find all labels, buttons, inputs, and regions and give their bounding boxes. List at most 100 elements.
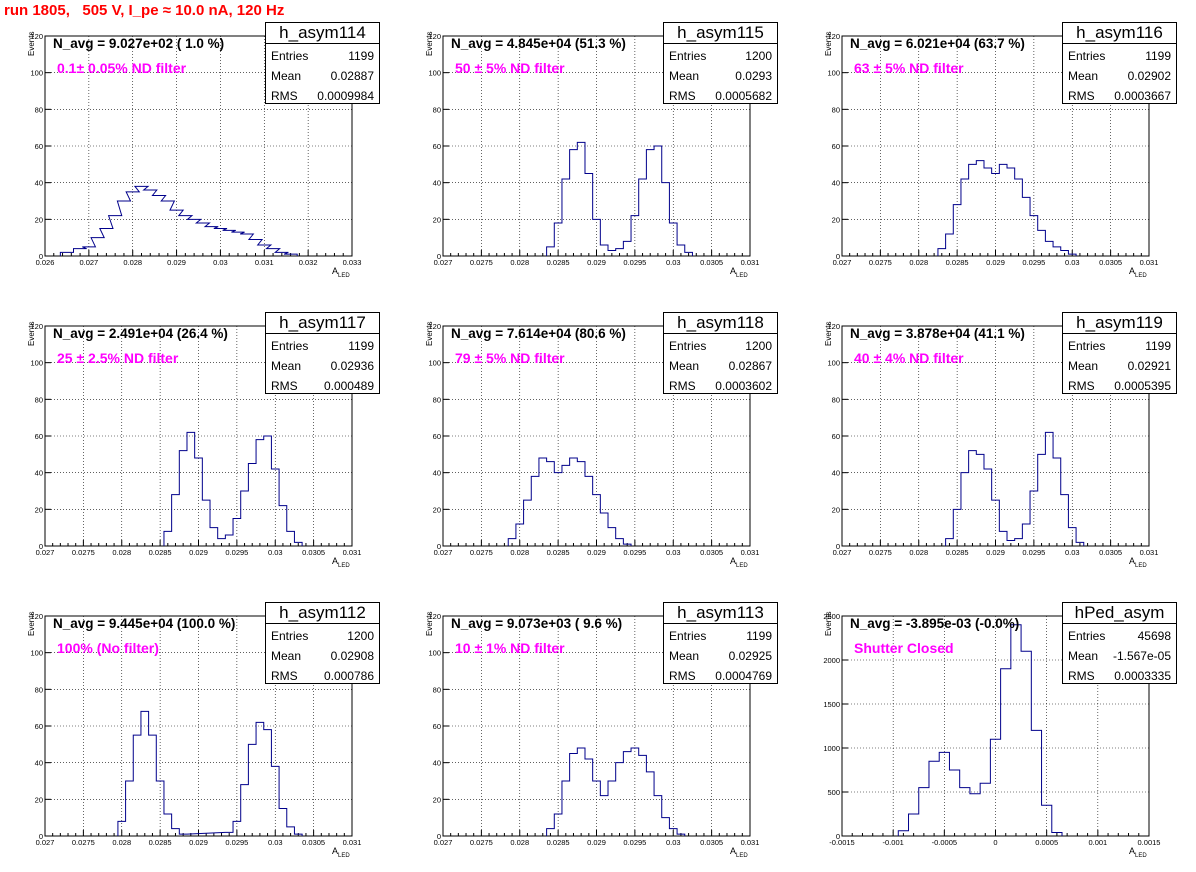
histogram-panel-h_asym113: 0.027 0.0275 0.028 0.0285 0.029 0.0295 0.03 0.0…: [398, 580, 788, 865]
x-tick-label: 0.031: [741, 548, 760, 557]
x-tick-label: 0.027: [833, 548, 852, 557]
stats-box: h_asym113 Entries 1199 Mean 0.02925 RMS 0.0004…: [663, 602, 778, 684]
histogram-bin: [231, 232, 244, 256]
x-axis-label: ALED: [1129, 846, 1147, 859]
histogram-panel-h_asym114: 0.026 0.027 0.028 0.029 0.03 0.031 0.032 0.033 0…: [0, 0, 390, 285]
y-tick-label: 60: [832, 432, 840, 441]
histogram-bin: [976, 454, 984, 546]
y-tick-label: 100: [827, 359, 840, 368]
navg-label: N_avg = 2.491e+04 (26.4 %): [53, 326, 228, 341]
y-tick-label: 120: [30, 612, 43, 621]
histogram-bin: [187, 432, 195, 546]
histogram-bin: [1038, 454, 1046, 546]
stats-value: -1.567e-05: [1112, 649, 1171, 663]
stats-value: 0.0005682: [715, 89, 772, 103]
x-tick-label: 0.027: [36, 548, 55, 557]
stats-value: 0.000489: [323, 379, 374, 393]
x-tick-label: 0.031: [343, 548, 362, 557]
histogram-bin: [984, 168, 992, 256]
x-tick-label: 0.031: [343, 838, 362, 847]
stats-key: Mean: [669, 69, 700, 83]
y-tick-label: 120: [30, 322, 43, 331]
stats-key: Mean: [271, 69, 302, 83]
y-axis-label: Events: [824, 31, 833, 56]
histogram-bin: [279, 506, 287, 546]
histogram-bin: [126, 781, 134, 836]
y-tick-label: 0: [39, 252, 43, 261]
histogram-bin: [646, 150, 654, 256]
histogram-bin: [152, 196, 165, 257]
stats-value: 1199: [348, 49, 374, 63]
stats-key: Mean: [271, 359, 302, 373]
x-axis-label: ALED: [1129, 556, 1147, 569]
x-tick-label: 0.029: [587, 258, 606, 267]
histogram-bin: [562, 781, 570, 836]
histogram-bin: [577, 462, 585, 546]
histogram-bin: [161, 201, 174, 256]
histogram-bin: [585, 476, 593, 546]
stats-key: Entries: [669, 339, 707, 353]
x-tick-label: 0.0305: [700, 258, 723, 267]
stats-value: 0.02887: [330, 69, 374, 83]
x-tick-label: 0.028: [909, 258, 928, 267]
stats-value: 0.0003667: [1114, 89, 1171, 103]
y-tick-label: 20: [832, 215, 840, 224]
x-tick-label: 0.0285: [547, 838, 570, 847]
histogram-line: [507, 457, 632, 546]
stats-key: Entries: [1068, 49, 1106, 63]
histogram-line: [897, 624, 1063, 836]
histogram-plot: 0.027 0.0275 0.028 0.0285 0.029 0.0295 0.03 0.0…: [827, 32, 1158, 267]
histogram-bin: [577, 748, 585, 836]
y-axis-label: Events: [27, 31, 36, 56]
histogram-bin: [202, 500, 210, 546]
histogram-bin: [570, 754, 578, 837]
stats-key: RMS: [669, 669, 696, 683]
histogram-bin: [600, 796, 608, 836]
y-tick-label: 120: [827, 32, 840, 41]
y-tick-label: 20: [35, 505, 43, 514]
histogram-bin: [531, 476, 539, 546]
x-tick-label: 0.03: [268, 548, 283, 557]
y-tick-label: 2500: [823, 612, 840, 621]
x-tick-label: 0.027: [434, 838, 453, 847]
histogram-name: h_asym118: [664, 313, 777, 334]
x-axis-label: ALED: [332, 556, 350, 569]
stats-box: hPed_asym Entries 45698 Mean -1.567e-05 RMS 0.…: [1062, 602, 1177, 684]
histogram-bin: [149, 735, 157, 836]
y-tick-label: 20: [832, 505, 840, 514]
x-tick-label: 0.033: [343, 258, 362, 267]
histogram-plot: 0.027 0.0275 0.028 0.0285 0.029 0.0295 0.03 0.0…: [428, 322, 760, 557]
stats-key: RMS: [669, 89, 696, 103]
histogram-name: h_asym117: [266, 313, 379, 334]
histogram-bin: [1015, 179, 1023, 256]
histogram-name: h_asym113: [664, 603, 777, 624]
y-axis-label: Events: [27, 611, 36, 636]
histogram-bin: [999, 164, 1007, 256]
y-tick-label: 120: [827, 322, 840, 331]
stats-value: 0.02902: [1127, 69, 1171, 83]
x-tick-label: -0.001: [883, 838, 904, 847]
histogram-bin: [241, 785, 249, 836]
histogram-panel-h_asym118: 0.027 0.0275 0.028 0.0285 0.029 0.0295 0.03 0.0…: [398, 290, 788, 575]
histogram-name: h_asym119: [1063, 313, 1176, 334]
stats-key: Mean: [1068, 359, 1099, 373]
x-tick-label: 0.029: [189, 838, 208, 847]
stats-value: 0.0009984: [317, 89, 374, 103]
histogram-bin: [256, 440, 264, 546]
histogram-panel-h_asym119: 0.027 0.0275 0.028 0.0285 0.029 0.0295 0.03 0.0…: [797, 290, 1187, 575]
y-tick-label: 80: [35, 105, 43, 114]
histogram-bin: [646, 772, 654, 836]
x-tick-label: 0.001: [1088, 838, 1107, 847]
x-tick-label: 0.03: [1065, 258, 1080, 267]
y-tick-label: 40: [433, 179, 441, 188]
y-tick-label: 0: [836, 832, 840, 841]
y-tick-label: 40: [35, 469, 43, 478]
x-tick-label: 0.0005: [1035, 838, 1058, 847]
histogram-bin: [919, 788, 929, 836]
stats-key: Entries: [669, 629, 707, 643]
stats-value: 0.0293: [735, 69, 772, 83]
histogram-name: hPed_asym: [1063, 603, 1176, 624]
y-axis-label: Events: [824, 321, 833, 346]
y-tick-label: 20: [433, 505, 441, 514]
x-axis-label: ALED: [332, 266, 350, 279]
